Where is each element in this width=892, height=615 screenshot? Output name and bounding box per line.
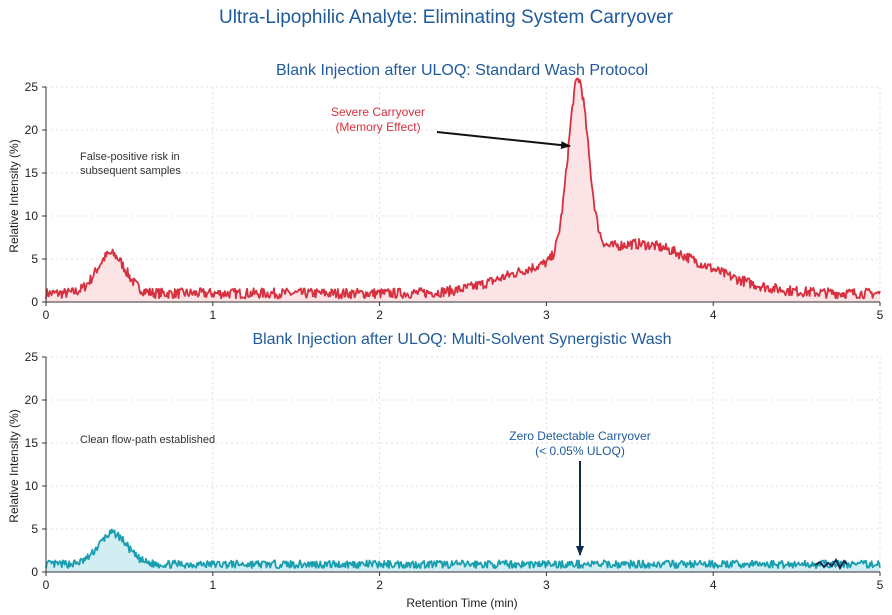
carryover-arrow (436, 131, 571, 150)
bottom-axes (45, 357, 880, 573)
top-x-tick-label: 3 (543, 308, 550, 322)
top-y-tick-label: 15 (25, 166, 39, 180)
top-y-ticks: 0 5 10 15 20 25 (25, 80, 46, 309)
bottom-y-tick-label: 10 (25, 479, 39, 493)
zero-carryover-annotation-line1: Zero Detectable Carryover (509, 429, 650, 443)
clean-flowpath-note: Clean flow-path established (80, 434, 215, 446)
top-x-tick-label: 1 (209, 308, 216, 322)
top-y-tick-label: 5 (31, 252, 38, 266)
bottom-y-axis-title: Relative Intensity (%) (7, 409, 21, 522)
bottom-y-ticks: 0 5 10 15 20 25 (25, 350, 46, 579)
top-x-tick-label: 5 (877, 308, 884, 322)
false-positive-note-line1: False-positive risk in (80, 151, 180, 163)
top-x-tick-label: 4 (710, 308, 717, 322)
top-axes (45, 87, 880, 303)
bottom-x-tick-label: 5 (877, 578, 884, 592)
main-title: Ultra-Lipophilic Analyte: Eliminating Sy… (219, 7, 674, 28)
bottom-x-tick-label: 1 (209, 578, 216, 592)
bottom-area-fill (46, 529, 880, 572)
bottom-y-tick-label: 25 (25, 350, 39, 364)
top-trace-line (45, 77, 881, 300)
top-y-tick-label: 10 (25, 209, 39, 223)
bottom-y-tick-label: 15 (25, 436, 39, 450)
bottom-y-tick-label: 0 (31, 565, 38, 579)
bottom-panel: Blank Injection after ULOQ: Multi-Solven… (7, 331, 884, 610)
top-y-tick-label: 20 (25, 123, 39, 137)
top-panel-title: Blank Injection after ULOQ: Standard Was… (276, 62, 648, 79)
top-x-ticks: 0 1 2 3 4 5 (43, 302, 884, 322)
zero-carryover-annotation-line2: (< 0.05% ULOQ) (535, 444, 625, 458)
bottom-x-tick-label: 0 (43, 578, 50, 592)
top-y-tick-label: 0 (31, 295, 38, 309)
bottom-panel-title: Blank Injection after ULOQ: Multi-Solven… (252, 331, 671, 348)
top-area-fill (46, 78, 880, 302)
false-positive-note-line2: subsequent samples (80, 165, 181, 177)
bottom-grid (45, 356, 881, 573)
carryover-annotation-line2: (Memory Effect) (335, 120, 420, 134)
bottom-x-tick-label: 3 (543, 578, 550, 592)
bottom-trace-line (45, 528, 881, 570)
top-y-tick-label: 25 (25, 80, 39, 94)
x-axis-title: Retention Time (min) (406, 596, 517, 610)
top-grid (45, 86, 881, 303)
top-x-tick-label: 2 (376, 308, 383, 322)
top-y-axis-title: Relative Intensity (%) (7, 139, 21, 252)
bottom-trace-dark-segment (814, 558, 848, 571)
bottom-y-tick-label: 5 (31, 522, 38, 536)
top-x-tick-label: 0 (43, 308, 50, 322)
bottom-y-tick-label: 20 (25, 393, 39, 407)
bottom-x-tick-label: 4 (710, 578, 717, 592)
bottom-x-tick-label: 2 (376, 578, 383, 592)
top-panel: Blank Injection after ULOQ: Standard Was… (7, 62, 884, 322)
carryover-annotation-line1: Severe Carryover (331, 105, 425, 119)
bottom-x-ticks: 0 1 2 3 4 5 (43, 572, 884, 592)
